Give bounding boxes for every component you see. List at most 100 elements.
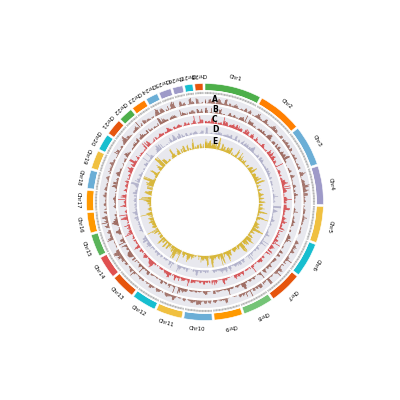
Wedge shape xyxy=(306,206,315,240)
Wedge shape xyxy=(94,191,98,210)
Wedge shape xyxy=(120,271,138,289)
Wedge shape xyxy=(311,166,324,204)
Wedge shape xyxy=(310,206,323,242)
Wedge shape xyxy=(120,110,135,124)
Text: B: B xyxy=(212,105,218,114)
Text: Chr23: Chr23 xyxy=(125,90,142,104)
Text: Chr5: Chr5 xyxy=(326,220,334,234)
Text: Chr16: Chr16 xyxy=(76,216,84,233)
Circle shape xyxy=(152,149,258,255)
Wedge shape xyxy=(214,304,240,312)
Text: C: C xyxy=(212,114,218,124)
Text: Chr18: Chr18 xyxy=(76,169,84,186)
Wedge shape xyxy=(95,172,101,190)
Wedge shape xyxy=(185,308,212,312)
Text: Chr26: Chr26 xyxy=(167,74,184,82)
Wedge shape xyxy=(205,84,260,104)
Text: Chr10: Chr10 xyxy=(189,326,206,332)
Wedge shape xyxy=(269,272,297,299)
Text: Chr3: Chr3 xyxy=(312,134,322,148)
Wedge shape xyxy=(184,84,194,92)
Circle shape xyxy=(152,149,258,255)
Circle shape xyxy=(137,134,273,270)
Wedge shape xyxy=(184,312,212,320)
Wedge shape xyxy=(308,168,316,204)
Wedge shape xyxy=(159,89,173,99)
Wedge shape xyxy=(100,254,118,276)
Wedge shape xyxy=(99,135,113,152)
Wedge shape xyxy=(186,92,194,96)
Circle shape xyxy=(128,125,282,279)
Wedge shape xyxy=(108,253,121,272)
Wedge shape xyxy=(242,294,272,314)
Wedge shape xyxy=(115,126,127,140)
Wedge shape xyxy=(175,94,185,98)
Wedge shape xyxy=(293,242,316,275)
Text: Chr27: Chr27 xyxy=(179,72,196,80)
Text: Chr2: Chr2 xyxy=(280,98,293,110)
Wedge shape xyxy=(99,232,109,252)
Text: Chr6: Chr6 xyxy=(310,258,321,272)
Text: Chr22: Chr22 xyxy=(112,100,127,115)
Wedge shape xyxy=(134,291,158,309)
Wedge shape xyxy=(92,151,104,170)
Text: Chr12: Chr12 xyxy=(131,304,148,317)
Wedge shape xyxy=(87,212,98,233)
Wedge shape xyxy=(87,170,98,189)
Wedge shape xyxy=(290,241,308,270)
Wedge shape xyxy=(108,121,124,138)
Wedge shape xyxy=(257,105,290,134)
Wedge shape xyxy=(195,84,203,91)
Text: Chr24: Chr24 xyxy=(139,82,156,94)
Circle shape xyxy=(138,135,272,269)
Wedge shape xyxy=(106,140,116,154)
Wedge shape xyxy=(150,101,162,109)
Wedge shape xyxy=(172,86,184,95)
Wedge shape xyxy=(156,304,183,318)
Text: Chr9: Chr9 xyxy=(224,323,237,330)
Wedge shape xyxy=(91,233,106,256)
Text: Chr17: Chr17 xyxy=(75,192,80,209)
Text: Chr11: Chr11 xyxy=(158,318,175,328)
Wedge shape xyxy=(86,190,94,211)
Text: Chr21: Chr21 xyxy=(100,113,114,129)
Wedge shape xyxy=(132,100,148,114)
Wedge shape xyxy=(292,128,317,166)
Circle shape xyxy=(98,95,312,309)
Wedge shape xyxy=(138,107,150,117)
Text: Chr1: Chr1 xyxy=(229,74,242,82)
Circle shape xyxy=(117,114,293,290)
Wedge shape xyxy=(258,98,296,131)
Wedge shape xyxy=(160,300,184,310)
Text: Chr19: Chr19 xyxy=(81,148,92,165)
Text: A: A xyxy=(212,95,218,104)
Text: Chr28: Chr28 xyxy=(190,72,207,78)
Text: Chr7: Chr7 xyxy=(286,288,298,301)
Text: Chr25: Chr25 xyxy=(153,77,170,87)
Wedge shape xyxy=(205,92,256,107)
Text: Chr13: Chr13 xyxy=(109,286,124,301)
Circle shape xyxy=(116,113,294,291)
Wedge shape xyxy=(241,291,267,306)
Wedge shape xyxy=(99,154,108,171)
Wedge shape xyxy=(214,308,242,320)
Circle shape xyxy=(107,104,303,300)
Wedge shape xyxy=(138,288,159,302)
Text: Chr14: Chr14 xyxy=(92,264,106,280)
Text: Chr20: Chr20 xyxy=(89,129,102,146)
Wedge shape xyxy=(162,96,174,103)
Text: E: E xyxy=(212,138,217,146)
Circle shape xyxy=(127,124,283,280)
Wedge shape xyxy=(126,116,138,127)
Wedge shape xyxy=(114,274,136,295)
Text: Chr15: Chr15 xyxy=(81,240,92,258)
Text: Chr4: Chr4 xyxy=(328,177,334,191)
Text: Chr8: Chr8 xyxy=(256,310,269,321)
Text: D: D xyxy=(212,125,218,134)
Wedge shape xyxy=(289,133,310,168)
Wedge shape xyxy=(267,270,291,292)
Wedge shape xyxy=(196,92,203,95)
Wedge shape xyxy=(146,94,160,105)
Wedge shape xyxy=(95,212,101,231)
Circle shape xyxy=(108,105,302,299)
